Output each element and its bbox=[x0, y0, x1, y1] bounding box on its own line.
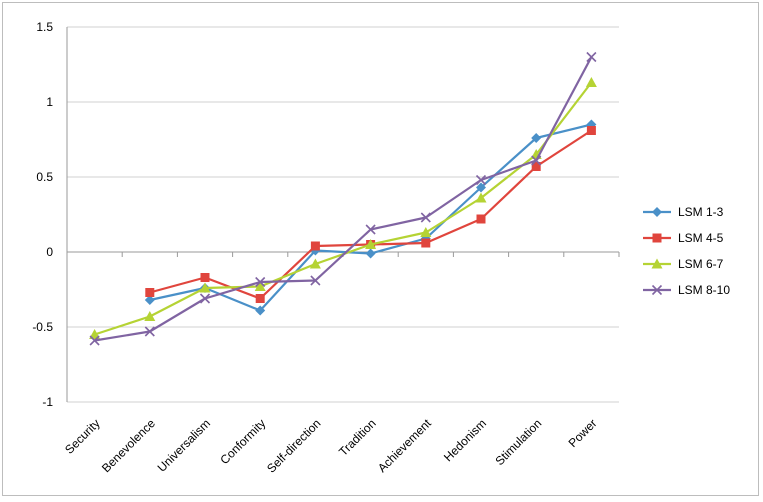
y-tick-label: 1 bbox=[46, 95, 53, 109]
axes bbox=[66, 27, 620, 402]
series-lsm-6-7 bbox=[89, 77, 597, 339]
series-line bbox=[149, 129, 593, 300]
data-point bbox=[144, 326, 155, 337]
y-tick-labels: -1 -0.5 0 0.5 1 1.5 bbox=[32, 20, 53, 409]
data-point bbox=[89, 335, 100, 346]
data-point bbox=[255, 305, 266, 316]
y-tick-label: 0.5 bbox=[36, 170, 53, 184]
y-tick-label: 0 bbox=[46, 245, 53, 259]
data-point bbox=[144, 295, 155, 305]
data-point bbox=[309, 258, 321, 269]
data-point bbox=[531, 155, 542, 166]
series bbox=[89, 51, 597, 346]
legend-marker bbox=[652, 207, 662, 217]
data-point bbox=[476, 214, 486, 224]
data-point bbox=[476, 182, 486, 193]
series-line bbox=[94, 56, 593, 342]
x-tick-label: Security bbox=[62, 416, 103, 457]
legend-entry: LSM 6-7 bbox=[643, 257, 724, 271]
legend-entry: LSM 4-5 bbox=[643, 231, 724, 245]
data-point bbox=[420, 212, 431, 223]
series-lsm-1-3 bbox=[144, 119, 597, 316]
data-point bbox=[199, 293, 211, 304]
data-point bbox=[420, 227, 432, 237]
data-point bbox=[89, 329, 101, 339]
data-point bbox=[531, 133, 542, 143]
data-point bbox=[365, 224, 376, 235]
legend-label: LSM 4-5 bbox=[678, 231, 724, 245]
data-point bbox=[144, 311, 156, 321]
gridlines bbox=[67, 26, 619, 403]
legend-entry: LSM 8-10 bbox=[643, 283, 730, 297]
data-point bbox=[475, 174, 487, 186]
x-tick-label: Power bbox=[566, 416, 600, 450]
line-chart: -1 -0.5 0 0.5 1 1.5 SecurityBenevolenceUniver… bbox=[32, 20, 730, 476]
data-point bbox=[254, 281, 266, 291]
legend-marker bbox=[651, 258, 663, 269]
legend: LSM 1-3 LSM 4-5 LSM 6-7 LSM 8-10 bbox=[643, 205, 730, 297]
x-tick-label: Conformity bbox=[217, 416, 268, 467]
x-tick-label: Stimulation bbox=[492, 416, 544, 468]
data-point bbox=[365, 239, 377, 249]
x-tick-label: Hedonism bbox=[441, 416, 489, 464]
data-point bbox=[310, 275, 321, 286]
series-lsm-4-5 bbox=[145, 126, 596, 303]
x-tick-label: Benevolence bbox=[99, 416, 158, 475]
data-point bbox=[310, 241, 320, 251]
x-tick-label: Achievement bbox=[375, 416, 434, 475]
data-point bbox=[255, 294, 265, 303]
legend-label: LSM 6-7 bbox=[678, 257, 724, 271]
legend-label: LSM 8-10 bbox=[678, 283, 730, 297]
y-tick-label: -1 bbox=[42, 395, 53, 409]
legend-entry: LSM 1-3 bbox=[643, 205, 724, 219]
legend-marker bbox=[652, 233, 662, 243]
legend-label: LSM 1-3 bbox=[678, 205, 724, 219]
data-point bbox=[255, 276, 266, 288]
chart-frame: -1 -0.5 0 0.5 1 1.5 Security Benevolence Univer… bbox=[2, 2, 759, 496]
data-point bbox=[200, 273, 210, 282]
x-tick-label: Tradition bbox=[336, 416, 379, 459]
data-point bbox=[586, 126, 596, 135]
data-point bbox=[585, 77, 597, 87]
data-point bbox=[421, 238, 431, 248]
y-tick-label: -0.5 bbox=[32, 320, 53, 334]
data-point bbox=[586, 51, 597, 63]
x-tick-label: Self-direction bbox=[264, 416, 323, 475]
data-point bbox=[531, 162, 541, 171]
x-tick-label: Universalism bbox=[155, 416, 213, 474]
data-point bbox=[365, 248, 376, 259]
data-point bbox=[475, 192, 487, 203]
y-tick-label: 1.5 bbox=[36, 20, 53, 34]
series-lsm-8-10 bbox=[89, 51, 597, 346]
legend-marker bbox=[651, 284, 663, 296]
data-point bbox=[199, 282, 211, 293]
data-point bbox=[145, 288, 155, 297]
